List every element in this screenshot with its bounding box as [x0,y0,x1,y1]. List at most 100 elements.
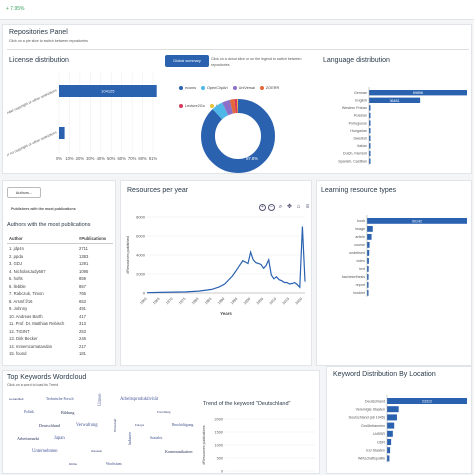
pan-icon[interactable]: ✥ [286,204,293,210]
author-name: 7. Rabczuk, Timon [9,291,44,296]
table-row[interactable]: 15. found 181 [7,350,113,358]
license-tick-label: 50% [107,156,116,161]
legend-dot-icon [179,104,183,108]
license-tick-label: 40% [97,156,106,161]
wordcloud-word[interactable]: Ostasien [91,449,102,453]
resources-panel: Resources per year + − ⌕ ✥ ⌂ ≡ 0 2000 4000… [120,180,312,366]
wordcloud-word[interactable]: Arbeitsmarkt [17,436,40,441]
home-icon[interactable]: ⌂ [296,204,301,210]
legend-item[interactable]: econis [179,86,196,90]
table-row[interactable]: 4. NicholasJudy567 1095 [7,268,113,276]
learning-bar [367,234,372,240]
legend-dot-icon [179,86,183,90]
table-row[interactable]: 8. Arsmf.f/16 653 [7,298,113,306]
language-chart: German 69896 English 36481 Western Frisian Ru… [338,87,467,165]
global-summary-button[interactable]: Global summary [165,55,209,67]
wordcloud-word[interactable]: Verwaltung [76,423,98,428]
learning-bar [367,282,369,288]
author-name: 14. mmemcarnatandan [9,343,53,349]
author-pub-count: 765 [79,291,86,296]
table-row[interactable]: 12. TIGINT 253 [7,328,113,336]
license-tick-label: 60% [117,156,126,161]
language-category-label: Russian [354,114,367,118]
language-category-label: English [355,99,367,103]
legend-label: ZOERR [265,86,280,90]
wordcloud-word[interactable]: Wirtschaft [113,418,117,432]
resources-xtick-label: 1985 [204,297,212,305]
location-bar [387,414,397,421]
learning-bar [367,218,467,224]
legend-label: econis [185,86,196,90]
resources-toolbar: + − ⌕ ✥ ⌂ ≡ [259,204,311,211]
table-row[interactable]: 1. jdp4n 2711 [7,245,113,253]
learning-bar [367,258,369,264]
table-row[interactable]: 10. Andreas Barth 417 [7,313,113,321]
wordcloud-word[interactable]: Technische Forsch [46,397,74,401]
wordcloud-word[interactable]: Kommunikation [165,449,193,454]
license-tick-label: 80% [138,156,147,161]
table-row[interactable]: 14. mmemcarnatandan 217 [7,343,113,351]
wordcloud-word[interactable]: Gesundheit [9,397,24,401]
location-bar [387,439,392,445]
wordcloud-word[interactable]: Beschäftigung [172,423,194,427]
trend-ytick-label: 2000 [215,418,223,422]
resources-xtick-label: 2020 [295,297,303,305]
table-row[interactable]: 11. Prof. Dr. Matthias Rebisch 313 [7,320,113,328]
wordcloud-word[interactable]: Industrie [128,431,132,445]
wordcloud-word[interactable]: Klima [69,462,77,466]
repository-donut[interactable]: 87.8% [199,97,277,175]
legend-item[interactable]: ZOERR [259,86,280,90]
table-row[interactable]: 6. llebble 857 [7,283,113,291]
license-tick-label: 0% [56,156,62,161]
table-row[interactable]: 13. Dirk Becker 246 [7,335,113,343]
legend-label: Lecture2Go [185,104,205,108]
authors-dropdown[interactable]: Authors... [7,187,41,198]
wordcloud-word[interactable]: Arbeitsproduktivität [120,397,159,402]
table-row[interactable]: 9. Johnny 491 [7,305,113,313]
author-pub-count: 181 [79,351,86,356]
wordcloud-word[interactable]: Wachstum [106,462,122,466]
location-category-label: Deutschland [365,399,385,403]
table-row[interactable]: 2. ppda 1383 [7,253,113,261]
language-category-label: Spanish, Castilian [338,159,367,163]
wordcloud-word[interactable]: Politik [24,410,34,414]
wordcloud-word[interactable]: Umweltschutz [98,393,103,406]
wordcloud-word[interactable]: Forschung [157,410,171,414]
search-icon[interactable]: ⌕ [278,204,283,210]
learning-category-label: text [359,267,365,271]
zoom-out-icon[interactable]: − [268,204,275,211]
author-name: 9. Johnny [9,306,28,311]
wordcloud-word[interactable]: Soziales [150,436,163,440]
resources-xlabel: Years [220,311,232,316]
wordcloud-word[interactable]: Unternehmen [32,449,58,454]
author-pub-count: 246 [79,336,86,341]
learning-bar [367,226,373,232]
wordcloud-word[interactable]: Deutschland [39,423,60,428]
language-bar [369,97,421,103]
legend-item[interactable]: Lecture2Go [179,104,205,108]
wordcloud-word[interactable]: Japan [54,436,65,441]
learning-panel: Learning resource types book 90142 image ar… [316,180,472,366]
legend-item[interactable]: UniVersal [232,86,255,90]
table-row[interactable]: 3. GDJ 1291 [7,260,113,268]
resources-xtick-label: 1965 [152,297,160,305]
author-pub-count: 313 [79,321,86,326]
location-category-label: EU-Staaten [366,449,385,453]
license-tick-label: 91% [149,156,157,161]
zoom-in-icon[interactable]: + [259,204,266,211]
legend-item[interactable]: OpenClipArt [200,86,228,90]
table-row[interactable]: 5. hofts 859 [7,275,113,283]
author-pub-count: 653 [79,298,86,304]
author-name: 5. hofts [9,276,23,281]
language-category-label: Swedish [353,137,367,141]
trend-ytick-label: 0 [221,470,223,474]
table-row[interactable]: 7. Rabczuk, Timon 765 [7,290,113,298]
author-pub-count: 253 [79,328,86,334]
wordcloud-word[interactable]: Bildung [61,410,75,415]
menu-icon[interactable]: ≡ [305,204,310,210]
author-pub-count: 1095 [79,268,89,274]
license-data-label: 104125 [101,89,115,94]
wordcloud-word[interactable]: Europa [135,423,145,427]
author-pub-count: 2711 [79,246,89,251]
